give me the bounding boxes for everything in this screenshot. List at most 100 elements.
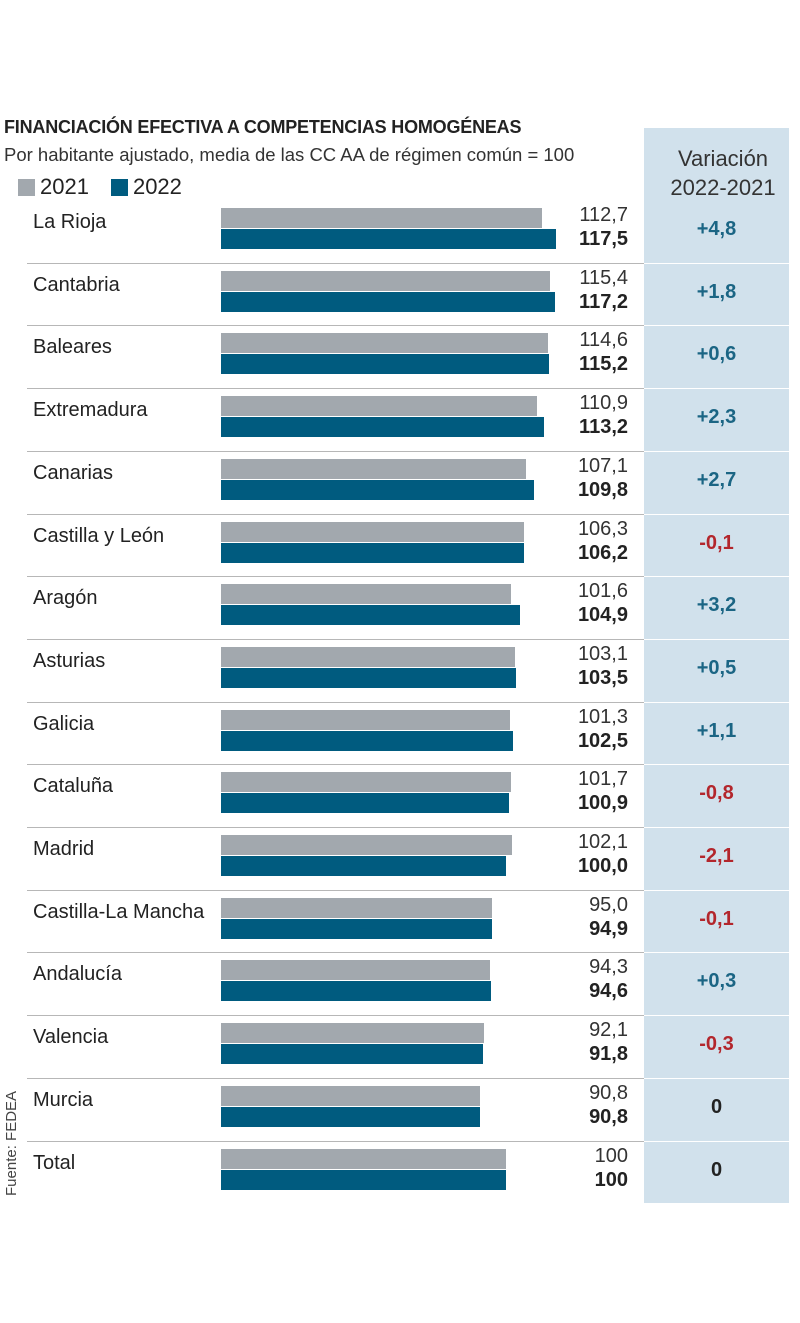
variation-header: Variación 2022-2021 [644, 144, 800, 202]
legend-swatch-2022 [110, 178, 128, 196]
bar-2021 [221, 521, 525, 542]
value-label-2021: 92,1 [589, 1019, 628, 1042]
bar-2022 [221, 730, 514, 751]
value-label-2021: 101,6 [577, 580, 628, 603]
variation-value: -0,3 [699, 1033, 734, 1056]
bar-2022 [221, 1106, 480, 1127]
panel-divider [644, 1078, 789, 1079]
variation-value: +4,8 [696, 218, 737, 240]
variation-value: -0,1 [699, 531, 734, 554]
variation-panel [644, 128, 789, 1203]
category-label: Murcia [33, 1088, 94, 1111]
variation-value: -0,1 [699, 907, 734, 930]
chart-row-baleares: Baleares 114,6 115,2 +0,6 [0, 327, 800, 390]
category-label: Baleares [33, 336, 112, 359]
variation-value: +0,3 [696, 970, 737, 993]
chart-row-cataluna: Cataluña 101,7 100,9 -0,8 [0, 766, 800, 829]
panel-divider [644, 702, 789, 703]
value-label-2021: 103,1 [577, 642, 628, 665]
value-label-2021: 106,3 [577, 517, 628, 540]
variation-value: +0,5 [696, 656, 737, 679]
chart-row-murcia: Murcia 90,8 90,8 0 [0, 1080, 800, 1143]
panel-divider [644, 890, 789, 891]
bar-2022 [221, 793, 509, 814]
chart-row-canarias: Canarias 107,1 109,8 +2,7 [0, 453, 800, 516]
category-label: Galicia [33, 712, 95, 735]
category-label: La Rioja [33, 211, 107, 233]
variation-value: -0,8 [699, 782, 734, 805]
panel-divider [644, 1141, 789, 1142]
chart-row-extremadura: Extremadura 110,9 113,2 +2,3 [0, 390, 800, 453]
row-divider [27, 1015, 644, 1016]
bar-2021 [221, 835, 513, 855]
chart-row-madrid: Madrid 102,1 100,0 -2,1 [0, 829, 800, 892]
value-label-2021: 115,4 [579, 266, 628, 289]
chart-row-valencia: Valencia 92,1 91,8 -0,3 [0, 1017, 800, 1080]
row-divider [27, 639, 644, 640]
panel-divider [644, 451, 789, 452]
variation-value: 0 [710, 1158, 723, 1181]
category-label: Castilla y León [33, 524, 165, 547]
value-label-2022: 117,5 [579, 228, 628, 250]
chart-row-total: Total 100 100 0 [0, 1143, 800, 1206]
bar-2022 [221, 354, 550, 375]
variation-value: +3,2 [696, 594, 737, 617]
legend-label-2022: 2022 [132, 174, 182, 199]
bar-2021 [221, 897, 492, 918]
chart-row-cantabria: Cantabria 115,4 117,2 +1,8 [0, 265, 800, 328]
variation-value: -2,1 [699, 845, 734, 867]
value-label-2022: 113,2 [579, 416, 628, 439]
bar-2022 [221, 291, 556, 312]
variation-value: +2,7 [696, 468, 737, 491]
value-label-2022: 100,9 [577, 792, 628, 815]
value-label-2022: 104,9 [577, 604, 628, 627]
bar-2022 [221, 918, 492, 939]
bar-2021 [221, 1148, 507, 1169]
category-label: Cantabria [33, 273, 120, 296]
row-divider [27, 1078, 644, 1079]
panel-divider [644, 514, 789, 515]
bar-2022 [221, 605, 521, 626]
value-label-2021: 101,7 [577, 768, 628, 791]
bar-2021 [221, 1023, 484, 1044]
bar-2021 [221, 1085, 480, 1106]
panel-divider [644, 827, 789, 828]
row-divider [27, 890, 644, 891]
value-label-2021: 94,3 [589, 956, 628, 979]
value-label-2022: 103,5 [577, 666, 628, 689]
panel-divider [644, 388, 789, 389]
variation-value: +2,3 [696, 406, 737, 429]
row-divider [27, 764, 644, 765]
chart-row-aragon: Aragón 101,6 104,9 +3,2 [0, 578, 800, 641]
panel-divider [644, 764, 789, 765]
value-label-2021: 100 [594, 1144, 628, 1167]
value-label-2021: 112,7 [579, 204, 628, 226]
category-label: Aragón [33, 587, 98, 610]
bar-2021 [221, 270, 550, 291]
bar-2022 [221, 1044, 483, 1065]
bar-2022 [221, 417, 544, 438]
bar-2021 [221, 396, 538, 417]
value-label-2022: 117,2 [579, 290, 628, 313]
legend-swatch-2021 [18, 178, 35, 196]
row-divider [27, 952, 644, 953]
chart-subtitle: Por habitante ajustado, media de las CC … [4, 144, 575, 165]
value-label-2022: 94,6 [589, 980, 628, 1003]
category-label: Cataluña [33, 775, 114, 798]
chart-row-asturias: Asturias 103,1 103,5 +0,5 [0, 641, 800, 704]
category-label: Asturias [33, 649, 106, 672]
value-label-2021: 95,0 [589, 893, 628, 916]
variation-header-line2: 2022-2021 [670, 175, 776, 200]
row-divider [27, 451, 644, 452]
row-divider [27, 514, 644, 515]
value-label-2021: 90,8 [589, 1081, 628, 1104]
legend-label-2021: 2021 [40, 174, 89, 199]
row-divider [27, 702, 644, 703]
bar-2021 [221, 772, 511, 793]
value-label-2022: 102,5 [577, 729, 628, 752]
value-label-2022: 106,2 [577, 541, 628, 564]
variation-value: +0,6 [696, 343, 737, 366]
category-label: Extremadura [33, 399, 148, 422]
bar-2021 [221, 709, 510, 730]
bar-2021 [221, 458, 527, 479]
